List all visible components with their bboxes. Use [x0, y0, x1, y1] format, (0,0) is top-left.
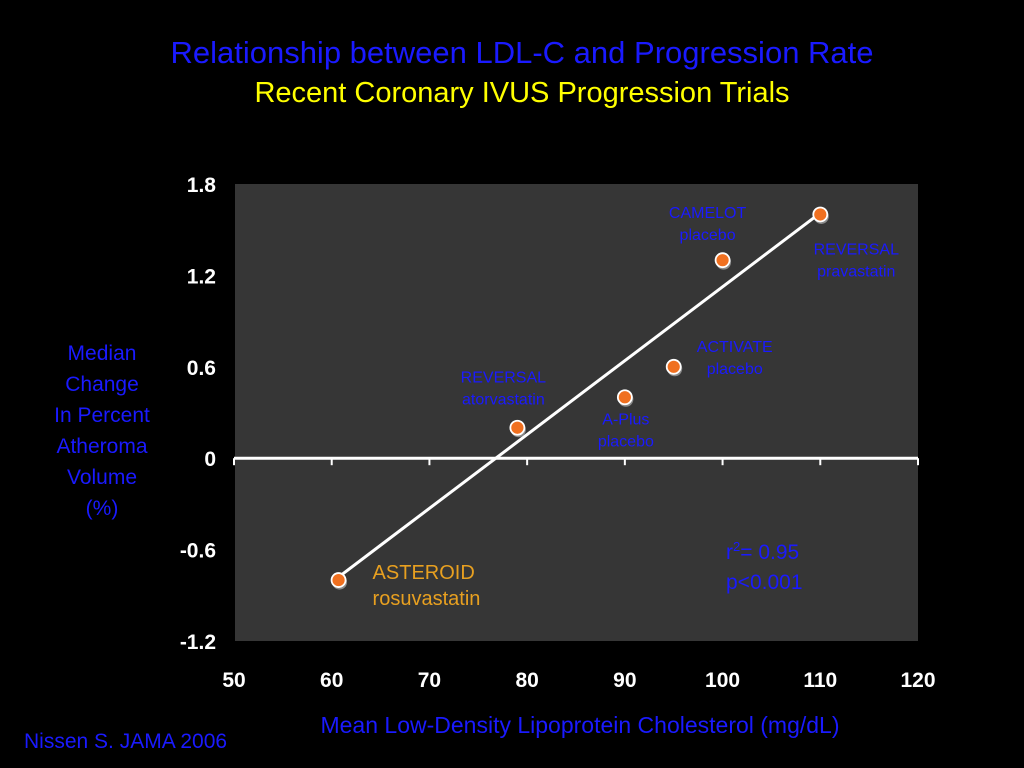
- point-label-study: ACTIVATE: [697, 339, 773, 356]
- x-tick-label: 110: [803, 669, 837, 692]
- y-axis-label-line: Change: [65, 373, 139, 396]
- y-axis-label-line: Atheroma: [56, 435, 148, 458]
- y-tick-label: 1.2: [187, 265, 216, 288]
- y-axis-label: Median Change In Percent Atheroma Volume (%): [38, 338, 166, 524]
- x-tick-label: 70: [418, 669, 441, 692]
- y-tick-label: -1.2: [180, 631, 216, 654]
- point-label-study: CAMELOT: [669, 205, 747, 222]
- point-label-treatment: placebo: [707, 361, 763, 378]
- y-tick-label: 0: [204, 448, 216, 471]
- x-tick-label: 80: [515, 669, 538, 692]
- y-axis-label-line: Volume: [66, 466, 138, 489]
- point-label: ASTEROID rosuvastatin: [373, 562, 481, 610]
- p-value-text: p<0.001: [726, 571, 803, 594]
- point-label-treatment: rosuvastatin: [373, 588, 481, 610]
- point-label-treatment: placebo: [680, 227, 736, 244]
- chart-subtitle: Recent Coronary IVUS Progression Trials: [254, 77, 790, 109]
- source-citation: Nissen S. JAMA 2006: [24, 730, 228, 753]
- y-axis-label-line: (%): [85, 497, 119, 520]
- x-tick-label: 50: [222, 669, 245, 692]
- point-label: REVERSAL atorvastatin: [461, 370, 546, 409]
- point-label-treatment: atorvastatin: [462, 392, 545, 409]
- data-point: [330, 572, 347, 588]
- chart-title: Relationship between LDL-C and Progressi…: [170, 35, 874, 70]
- point-label: REVERSAL pravastatin: [814, 241, 899, 280]
- point-label-study: REVERSAL: [814, 241, 899, 258]
- regression-stats: r2= 0.95 p<0.001: [726, 532, 803, 598]
- point-label-treatment: pravastatin: [817, 263, 895, 280]
- point-label-study: A-Plus: [602, 411, 649, 428]
- point-label: CAMELOT placebo: [669, 205, 747, 244]
- plot-area: [234, 184, 918, 641]
- y-tick-label: 1.8: [187, 174, 217, 197]
- x-tick-label: 100: [705, 669, 740, 692]
- r-squared-text: r2= 0.95: [726, 539, 800, 564]
- data-point: [616, 389, 633, 406]
- data-point: [812, 206, 829, 223]
- x-tick-label: 90: [613, 669, 636, 692]
- x-axis-label: Mean Low-Density Lipoprotein Cholesterol…: [320, 712, 840, 738]
- x-tick-label: 60: [320, 669, 343, 692]
- point-label-study: REVERSAL: [461, 370, 546, 387]
- y-axis-label-line: Median: [67, 342, 137, 365]
- point-label: A-Plus placebo: [598, 411, 654, 450]
- point-label-study: ASTEROID: [373, 562, 475, 584]
- regression-line: [337, 211, 822, 579]
- point-label: ACTIVATE placebo: [697, 339, 773, 378]
- y-axis-label-line: In Percent: [54, 404, 150, 427]
- y-tick-label: -0.6: [180, 540, 216, 563]
- x-tick-label: 120: [900, 669, 935, 692]
- data-point: [665, 358, 682, 375]
- data-point: [509, 419, 526, 436]
- point-label-treatment: placebo: [598, 433, 654, 450]
- y-tick-label: 0.6: [187, 357, 216, 380]
- data-point: [714, 252, 731, 269]
